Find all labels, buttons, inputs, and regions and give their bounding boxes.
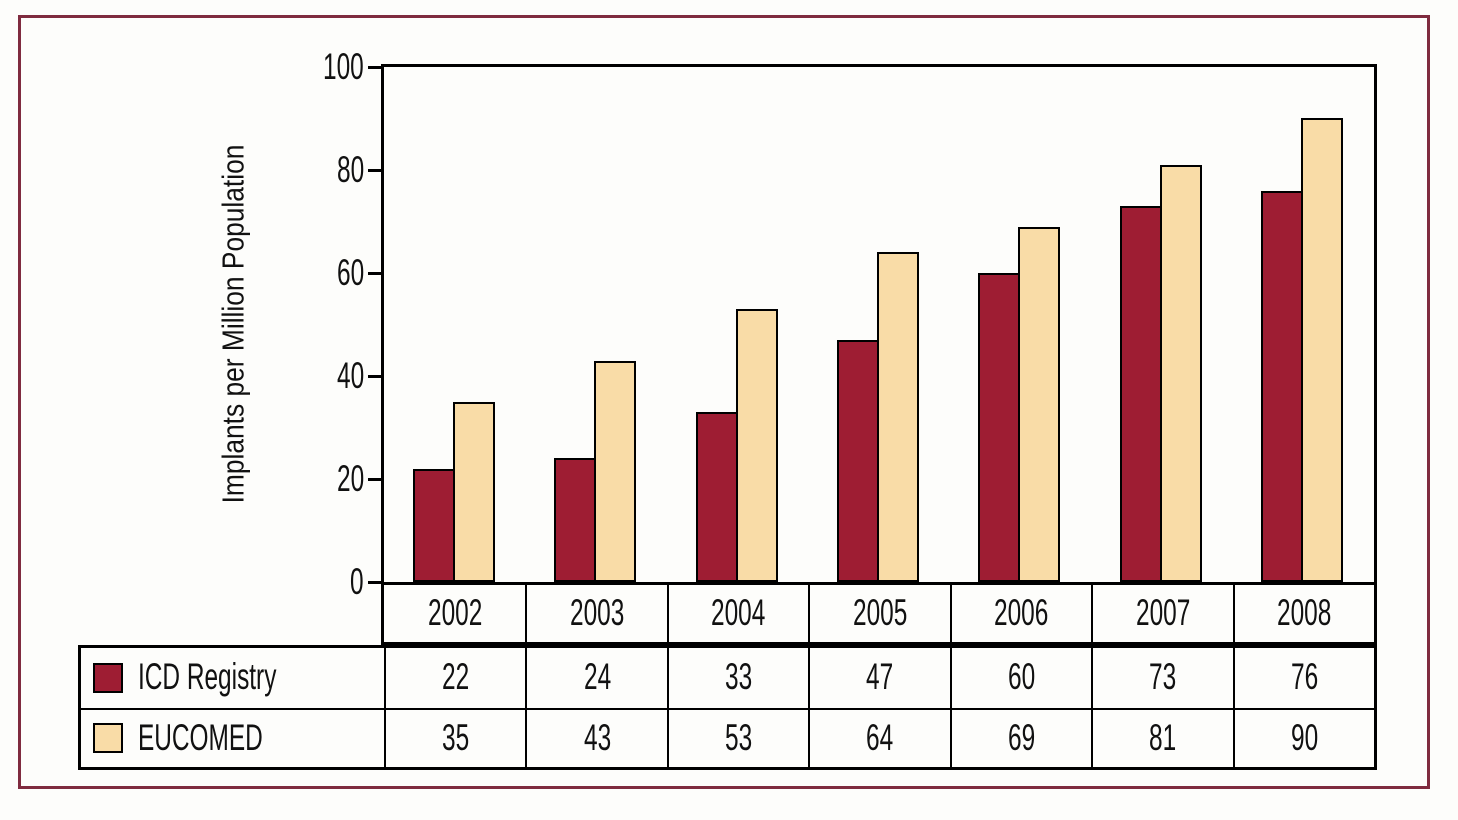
year-header-cell-2003: 2003 — [525, 585, 666, 642]
bar-icd-registry-2004 — [695, 412, 738, 582]
y-axis-tick-label: 80 — [336, 149, 364, 190]
data-table: ICD Registry 22 24 33 47 60 73 76 EUCOMED 35 43 53 6… — [78, 645, 1377, 770]
value-label: 22 — [442, 656, 470, 698]
bar-eucomed-2005 — [877, 252, 919, 582]
value-cell-icd-registry-2005: 47 — [808, 648, 949, 708]
bar-icd-registry-2006 — [978, 273, 1021, 582]
y-axis-tick-mark — [368, 65, 381, 69]
y-axis-tick-label: 20 — [336, 458, 364, 499]
value-label: 43 — [583, 716, 611, 758]
year-header-label: 2006 — [994, 592, 1049, 634]
eucomed-legend-swatch — [93, 723, 123, 754]
bar-eucomed-2006 — [1018, 227, 1061, 582]
bar-eucomed-2004 — [735, 309, 778, 582]
value-cell-icd-registry-2004: 33 — [666, 648, 808, 708]
year-header-cell-2008: 2008 — [1232, 585, 1374, 642]
value-cell-eucomed-2005: 64 — [808, 707, 950, 767]
value-label: 60 — [1007, 656, 1036, 698]
value-label: 33 — [724, 656, 753, 698]
bar-icd-registry-2008 — [1261, 191, 1304, 582]
x-axis-year-header: 2002 2003 2004 2005 2006 2007 2008 — [381, 582, 1377, 645]
y-axis-tick-mark — [368, 168, 381, 172]
y-axis-tick-mark — [368, 477, 381, 481]
value-label: 69 — [1007, 716, 1036, 758]
year-header-cell-2006: 2006 — [949, 585, 1091, 642]
value-cell-icd-registry-2006: 60 — [949, 648, 1091, 708]
legend-cell-eucomed: EUCOMED — [81, 707, 384, 768]
series-name-label: ICD Registry — [138, 656, 277, 698]
value-label: 24 — [583, 656, 611, 698]
value-cell-eucomed-2007: 81 — [1091, 707, 1233, 767]
bar-icd-registry-2002 — [412, 469, 455, 582]
value-label: 53 — [724, 716, 753, 758]
value-label: 47 — [866, 656, 894, 698]
bar-icd-registry-2007 — [1119, 206, 1162, 582]
y-axis-tick-label: 0 — [350, 561, 364, 602]
value-cell-eucomed-2008: 90 — [1232, 707, 1374, 767]
y-axis-tick-label: 40 — [336, 355, 364, 396]
y-axis-tick-mark — [368, 271, 381, 275]
series-name-label: EUCOMED — [138, 716, 263, 758]
value-label: 73 — [1149, 656, 1177, 698]
year-header-cell-2004: 2004 — [666, 585, 808, 642]
value-label: 64 — [866, 716, 894, 758]
year-header-label: 2007 — [1135, 592, 1191, 634]
value-cell-eucomed-2003: 43 — [525, 707, 667, 767]
y-axis-tick-label: 100 — [323, 46, 364, 87]
value-cell-eucomed-2004: 53 — [666, 707, 809, 767]
icd-registry-legend-swatch — [93, 662, 123, 693]
figure-frame-border — [18, 15, 1430, 789]
value-cell-icd-registry-2007: 73 — [1091, 648, 1232, 708]
bar-eucomed-2003 — [594, 361, 637, 582]
y-axis-title: Implants per Million Population — [215, 144, 251, 504]
bar-icd-registry-2003 — [554, 458, 597, 582]
legend-cell-icd-registry: ICD Registry — [81, 648, 384, 708]
year-header-cell-2005: 2005 — [808, 585, 949, 642]
value-cell-eucomed-2006: 69 — [949, 707, 1092, 767]
value-label: 35 — [442, 716, 470, 758]
y-axis-tick-mark — [368, 374, 381, 378]
value-label: 81 — [1149, 716, 1177, 758]
bar-eucomed-2002 — [452, 402, 495, 582]
year-header-label: 2003 — [569, 592, 625, 634]
year-header-cell-2007: 2007 — [1091, 585, 1232, 642]
bar-icd-registry-2005 — [837, 340, 879, 582]
value-label: 90 — [1290, 716, 1318, 758]
year-header-label: 2002 — [427, 592, 482, 634]
year-header-label: 2005 — [852, 592, 908, 634]
value-label: 76 — [1290, 656, 1318, 698]
y-axis-tick-label: 60 — [336, 252, 364, 293]
bar-eucomed-2008 — [1301, 118, 1344, 582]
bar-eucomed-2007 — [1159, 165, 1202, 582]
year-header-label: 2008 — [1277, 592, 1332, 634]
y-axis-tick-mark — [368, 580, 381, 584]
value-cell-icd-registry-2008: 76 — [1232, 648, 1374, 708]
year-header-label: 2004 — [711, 592, 766, 634]
year-header-cell-2002: 2002 — [384, 585, 525, 642]
value-cell-eucomed-2002: 35 — [384, 707, 526, 767]
value-cell-icd-registry-2003: 24 — [525, 648, 666, 708]
value-cell-icd-registry-2002: 22 — [384, 648, 525, 708]
